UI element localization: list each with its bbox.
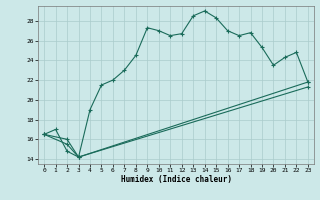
X-axis label: Humidex (Indice chaleur): Humidex (Indice chaleur) [121,175,231,184]
